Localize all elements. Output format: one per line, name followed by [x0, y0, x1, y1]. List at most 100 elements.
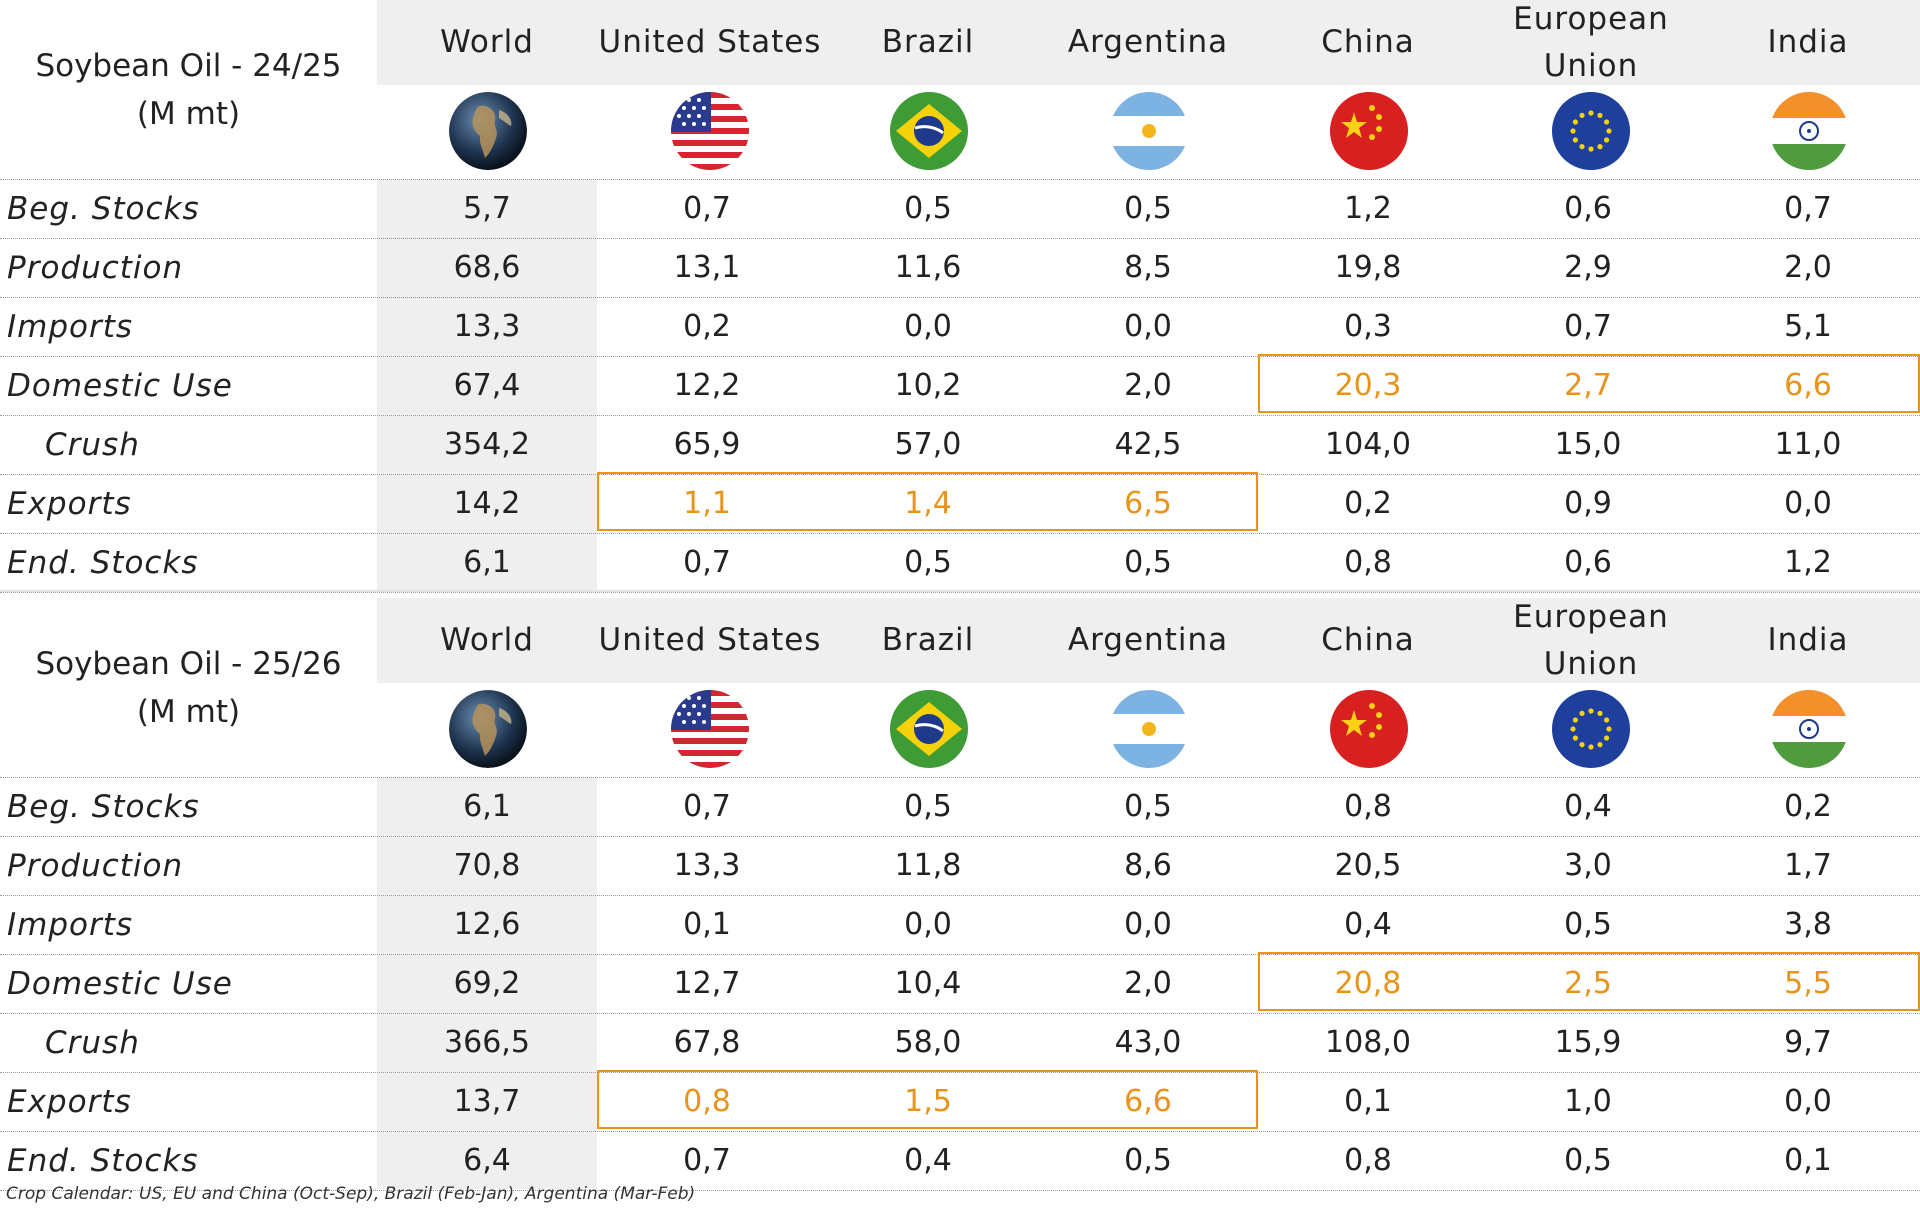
cell-beg-stocks-india: 0,2 [1784, 789, 1832, 824]
cell-exports-india: 0,0 [1784, 486, 1832, 521]
cell-domestic-use-argentina: 2,0 [1124, 368, 1172, 403]
world-column-shade [377, 179, 597, 591]
eu-flag-icon [1552, 690, 1630, 768]
cell-end-stocks-china: 0,8 [1344, 545, 1392, 580]
column-header-european-union: European Union [1513, 598, 1669, 682]
row-label-imports: Imports [7, 906, 134, 943]
highlight-exports [597, 1070, 1258, 1129]
cell-end-stocks-united-states: 0,7 [683, 545, 731, 580]
globe-icon [449, 92, 527, 170]
cell-end-stocks-india: 1,2 [1784, 545, 1832, 580]
header-band [377, 598, 1920, 683]
cell-end-stocks-argentina: 0,5 [1124, 545, 1172, 580]
table-title-unit: (M mt) [136, 693, 241, 730]
column-header-united-states: United States [598, 24, 822, 60]
row-label-exports: Exports [7, 1083, 132, 1120]
row-separator [0, 533, 1920, 534]
cell-exports-european-union: 0,9 [1564, 486, 1612, 521]
cell-crush-brazil: 57,0 [894, 427, 962, 462]
cell-crush-argentina: 43,0 [1114, 1025, 1182, 1060]
cell-production-india: 2,0 [1784, 250, 1832, 285]
cell-domestic-use-india: 6,6 [1784, 368, 1832, 403]
row-separator [0, 474, 1920, 475]
cell-exports-brazil: 1,4 [904, 486, 952, 521]
row-separator [0, 1131, 1920, 1132]
row-label-exports: Exports [7, 485, 132, 522]
cell-domestic-use-european-union: 2,5 [1564, 966, 1612, 1001]
cell-crush-india: 9,7 [1784, 1025, 1832, 1060]
cell-domestic-use-world: 67,4 [453, 368, 521, 403]
cell-domestic-use-brazil: 10,2 [894, 368, 962, 403]
cell-beg-stocks-brazil: 0,5 [904, 789, 952, 824]
argentina-flag-icon [1110, 690, 1188, 768]
cell-domestic-use-india: 5,5 [1784, 966, 1832, 1001]
cell-production-european-union: 3,0 [1564, 848, 1612, 883]
column-header-india: India [1767, 622, 1849, 658]
row-label-end-stocks: End. Stocks [7, 544, 199, 581]
cell-exports-world: 14,2 [453, 486, 521, 521]
column-header-world: World [440, 24, 534, 60]
globe-icon [449, 690, 527, 768]
row-separator [0, 895, 1920, 896]
cell-domestic-use-world: 69,2 [453, 966, 521, 1001]
cell-end-stocks-european-union: 0,5 [1564, 1143, 1612, 1178]
cell-end-stocks-european-union: 0,6 [1564, 545, 1612, 580]
cell-beg-stocks-china: 0,8 [1344, 789, 1392, 824]
cell-end-stocks-world: 6,1 [463, 545, 511, 580]
cell-imports-china: 0,4 [1344, 907, 1392, 942]
cell-imports-india: 3,8 [1784, 907, 1832, 942]
row-separator [0, 954, 1920, 955]
row-separator [0, 356, 1920, 357]
table-title: Soybean Oil - 25/26 (M mt) [0, 598, 377, 777]
row-separator [0, 1072, 1920, 1073]
table-title-line1: Soybean Oil - 24/25 [35, 47, 342, 84]
cell-exports-brazil: 1,5 [904, 1084, 952, 1119]
cell-beg-stocks-argentina: 0,5 [1124, 789, 1172, 824]
cell-production-brazil: 11,8 [894, 848, 962, 883]
row-separator [0, 179, 1920, 180]
table-title: Soybean Oil - 24/25 (M mt) [0, 0, 377, 179]
cell-end-stocks-india: 0,1 [1784, 1143, 1832, 1178]
cell-production-european-union: 2,9 [1564, 250, 1612, 285]
cell-crush-world: 354,2 [444, 427, 530, 462]
row-separator [0, 415, 1920, 416]
cell-production-china: 20,5 [1334, 848, 1402, 883]
cell-crush-brazil: 58,0 [894, 1025, 962, 1060]
cell-exports-world: 13,7 [453, 1084, 521, 1119]
cell-crush-united-states: 67,8 [673, 1025, 741, 1060]
world-column-shade [377, 777, 597, 1189]
cell-crush-european-union: 15,9 [1554, 1025, 1622, 1060]
highlight-domestic-use [1258, 354, 1920, 413]
column-header-brazil: Brazil [881, 622, 975, 658]
cell-domestic-use-argentina: 2,0 [1124, 966, 1172, 1001]
cell-production-brazil: 11,6 [894, 250, 962, 285]
cell-exports-china: 0,1 [1344, 1084, 1392, 1119]
cell-domestic-use-brazil: 10,4 [894, 966, 962, 1001]
cell-beg-stocks-argentina: 0,5 [1124, 191, 1172, 226]
us-flag-icon [671, 690, 749, 768]
cell-beg-stocks-world: 5,7 [463, 191, 511, 226]
cell-beg-stocks-china: 1,2 [1344, 191, 1392, 226]
cell-crush-european-union: 15,0 [1554, 427, 1622, 462]
cell-imports-argentina: 0,0 [1124, 907, 1172, 942]
cell-production-world: 70,8 [453, 848, 521, 883]
column-header-india: India [1767, 24, 1849, 60]
cell-beg-stocks-world: 6,1 [463, 789, 511, 824]
cell-production-india: 1,7 [1784, 848, 1832, 883]
cell-production-argentina: 8,5 [1124, 250, 1172, 285]
us-flag-icon [671, 92, 749, 170]
cell-exports-argentina: 6,5 [1124, 486, 1172, 521]
header-band [377, 0, 1920, 85]
cell-crush-united-states: 65,9 [673, 427, 741, 462]
row-label-imports: Imports [7, 308, 134, 345]
cell-domestic-use-united-states: 12,7 [673, 966, 741, 1001]
cell-end-stocks-argentina: 0,5 [1124, 1143, 1172, 1178]
cell-imports-india: 5,1 [1784, 309, 1832, 344]
cell-end-stocks-china: 0,8 [1344, 1143, 1392, 1178]
row-label-crush: Crush [45, 1024, 140, 1061]
column-header-brazil: Brazil [881, 24, 975, 60]
cell-beg-stocks-brazil: 0,5 [904, 191, 952, 226]
cell-beg-stocks-united-states: 0,7 [683, 191, 731, 226]
column-header-argentina: Argentina [1067, 24, 1229, 60]
cell-beg-stocks-european-union: 0,6 [1564, 191, 1612, 226]
